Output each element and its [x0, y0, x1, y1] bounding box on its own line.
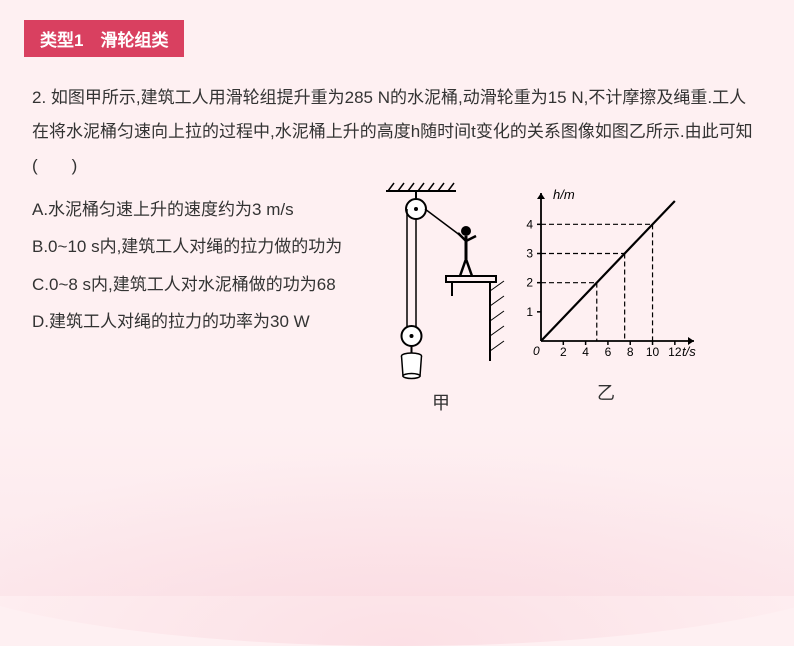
figure-area: 甲 0246810121234h/mt/s 乙 [376, 181, 706, 415]
svg-text:2: 2 [526, 276, 533, 290]
svg-text:h/m: h/m [553, 187, 575, 202]
question-stem: 2. 如图甲所示,建筑工人用滑轮组提升重为285 N的水泥桶,动滑轮重为15 N… [32, 81, 762, 183]
question-body: 如图甲所示,建筑工人用滑轮组提升重为285 N的水泥桶,动滑轮重为15 N,不计… [32, 88, 753, 175]
figure-left: 甲 [376, 181, 506, 415]
figure-right: 0246810121234h/mt/s 乙 [506, 181, 706, 405]
svg-text:0: 0 [533, 344, 540, 358]
option-b: B.0~10 s内,建筑工人对绳的拉力做的功为 [32, 228, 372, 265]
decorative-curve [0, 446, 794, 646]
svg-text:6: 6 [605, 345, 612, 359]
question-number: 2. [32, 88, 46, 107]
svg-text:8: 8 [627, 345, 634, 359]
figure-label-right: 乙 [597, 379, 615, 405]
svg-text:t/s: t/s [682, 344, 696, 359]
option-a: A.水泥桶匀速上升的速度约为3 m/s [32, 191, 372, 228]
pulley-diagram [376, 181, 506, 381]
option-d: D.建筑工人对绳的拉力的功率为30 W [32, 303, 372, 340]
svg-text:10: 10 [646, 345, 660, 359]
content-area: 2. 如图甲所示,建筑工人用滑轮组提升重为285 N的水泥桶,动滑轮重为15 N… [0, 57, 794, 415]
figure-label-left: 甲 [432, 389, 450, 415]
svg-text:4: 4 [582, 345, 589, 359]
svg-text:1: 1 [526, 305, 533, 319]
svg-text:2: 2 [560, 345, 567, 359]
option-c: C.0~8 s内,建筑工人对水泥桶做的功为68 [32, 266, 372, 303]
line-graph: 0246810121234h/mt/s [506, 181, 706, 371]
svg-text:3: 3 [526, 247, 533, 261]
svg-text:12: 12 [668, 345, 682, 359]
options-and-figure: A.水泥桶匀速上升的速度约为3 m/s B.0~10 s内,建筑工人对绳的拉力做… [32, 191, 762, 415]
section-header: 类型1 滑轮组类 [24, 20, 184, 57]
section-title: 类型1 滑轮组类 [40, 31, 168, 50]
options-list: A.水泥桶匀速上升的速度约为3 m/s B.0~10 s内,建筑工人对绳的拉力做… [32, 191, 372, 341]
svg-text:4: 4 [526, 217, 533, 231]
